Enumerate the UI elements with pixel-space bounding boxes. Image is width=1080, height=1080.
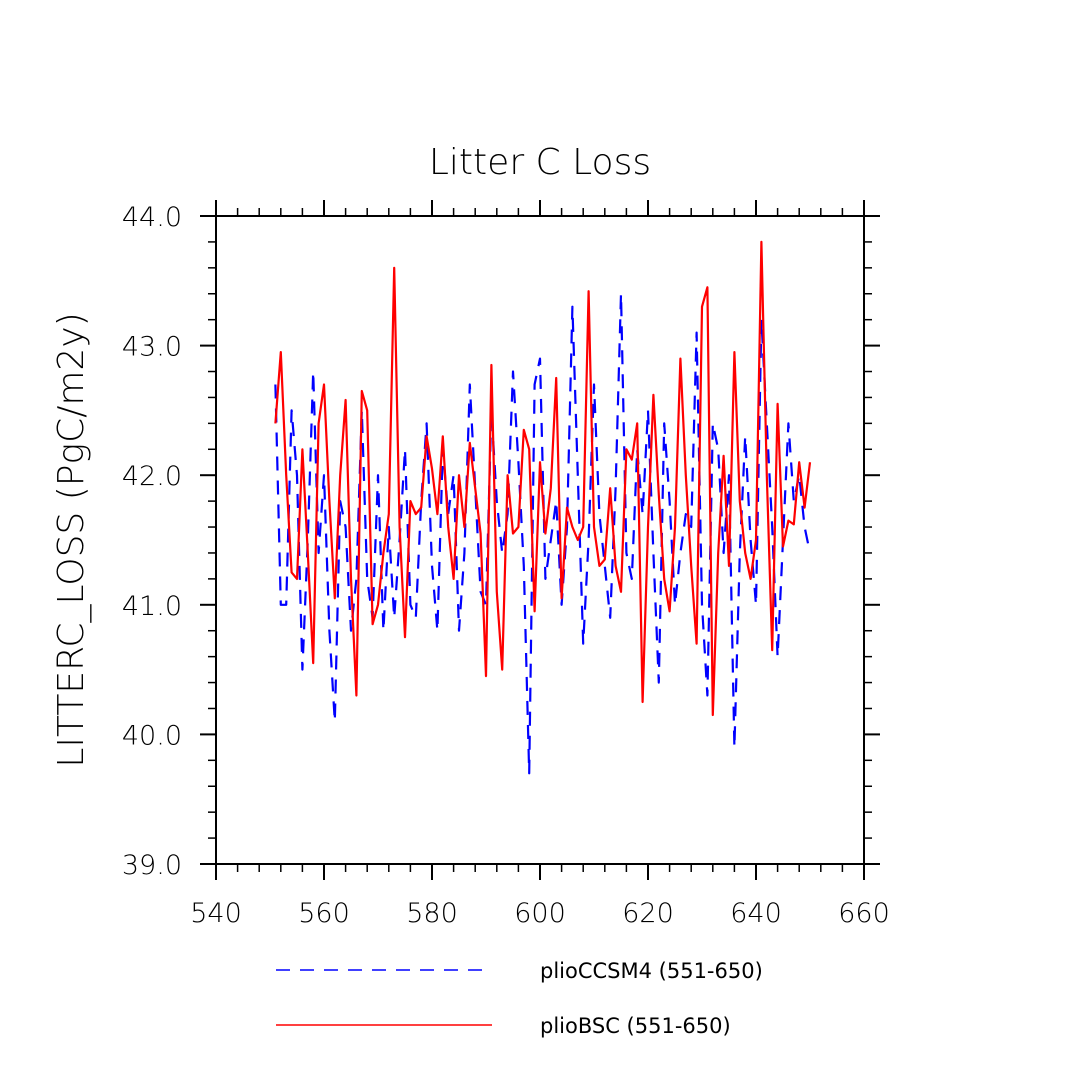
- x-tick-label: 560: [298, 898, 350, 929]
- y-tick-label: 41.0: [122, 591, 182, 622]
- x-tick-label: 540: [190, 898, 242, 929]
- series-layer: [274, 240, 812, 775]
- x-tick-label: 600: [514, 898, 566, 929]
- legend-label: plioBSC (551-650): [540, 1014, 731, 1038]
- y-tick-label: 43.0: [122, 332, 182, 363]
- y-tick-label: 39.0: [122, 850, 182, 881]
- axes-layer: 540 560 580 600 620 640 660 39.0 40.0 41.0 42.0 43.…: [122, 200, 890, 929]
- y-tick-label: 42.0: [122, 461, 182, 492]
- y-tick-label: 44.0: [122, 202, 182, 233]
- x-tick-label: 660: [838, 898, 890, 929]
- series-line: [274, 240, 812, 717]
- x-tick-label: 620: [622, 898, 674, 929]
- chart-title: Litter C Loss: [429, 142, 651, 183]
- plot-frame: [215, 215, 865, 865]
- legend: plioCCSM4 (551-650) plioBSC (551-650): [276, 959, 763, 1038]
- y-tick-label: 40.0: [122, 720, 182, 751]
- x-tick-label: 640: [730, 898, 782, 929]
- y-axis-label: LITTERC_LOSS (PgC/m2y): [51, 312, 92, 767]
- legend-label: plioCCSM4 (551-650): [540, 959, 763, 983]
- x-tick-label: 580: [406, 898, 458, 929]
- series-line: [274, 292, 812, 775]
